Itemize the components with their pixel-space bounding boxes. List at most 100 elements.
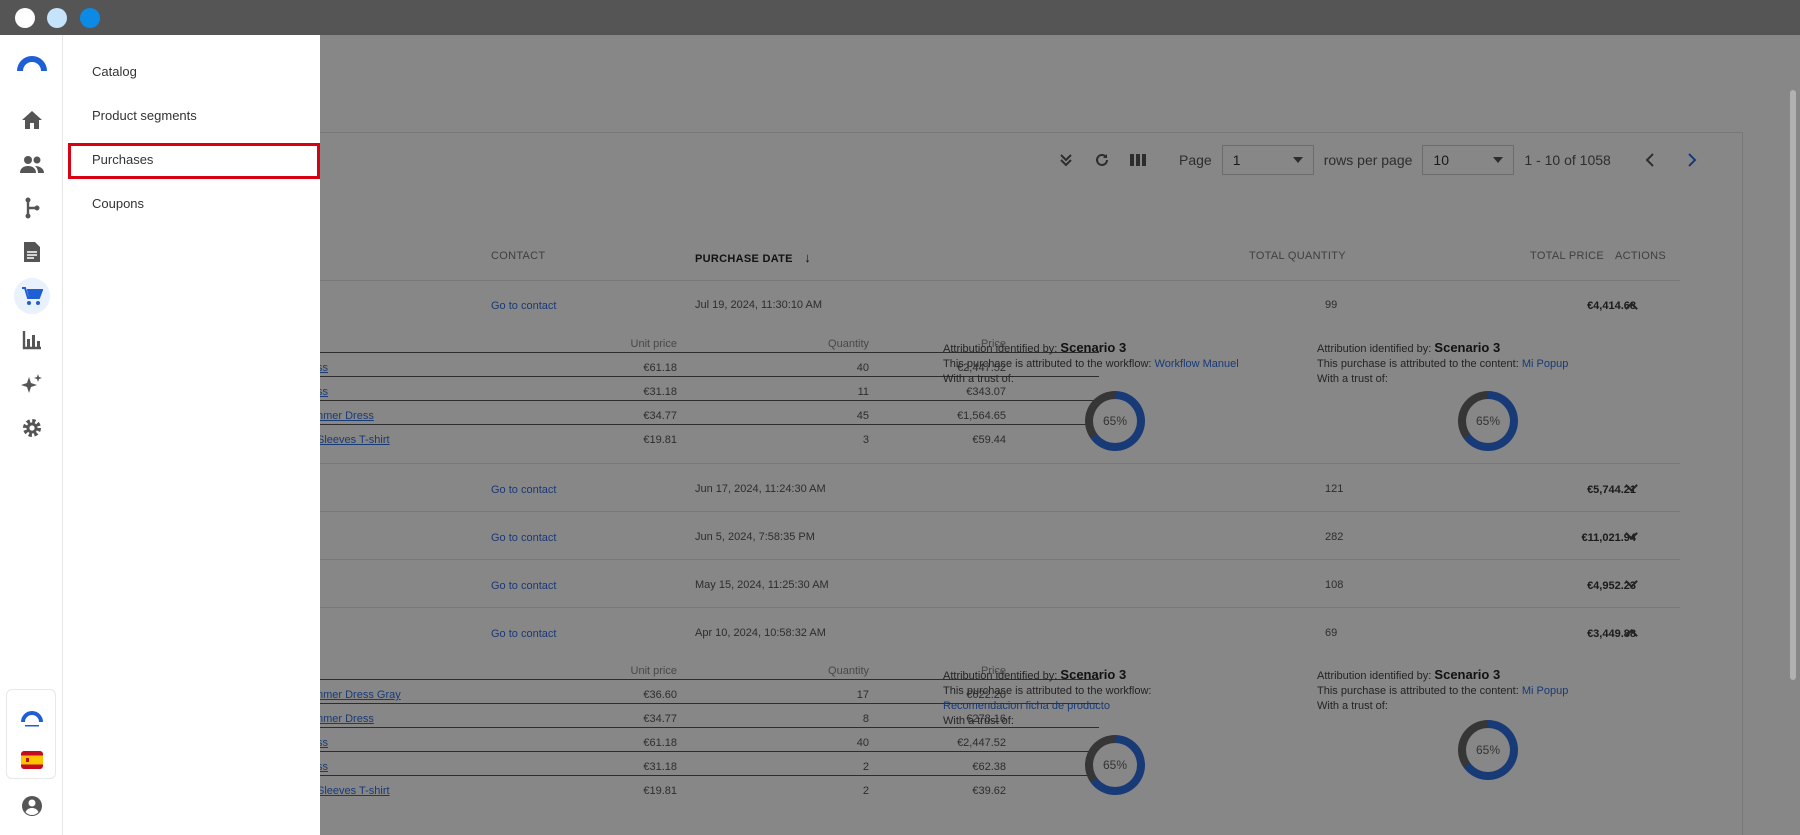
submenu-item-catalog[interactable]: Catalog (92, 64, 137, 79)
unit-price-cell: €19.81 (643, 785, 677, 797)
attribution-workflow: Attribution identified by: Scenario 3 Th… (943, 667, 1203, 729)
pagination-range: 1 - 10 of 1058 (1524, 152, 1611, 168)
content-link[interactable]: Mi Popup (1521, 685, 1569, 697)
prev-page-icon[interactable] (1639, 149, 1661, 171)
total-price-cell: €4,952.23 (1587, 580, 1636, 592)
quantity-header: Quantity (828, 665, 869, 677)
gear-icon[interactable] (16, 412, 48, 444)
cart-icon[interactable] (14, 278, 50, 314)
divider (304, 376, 1099, 377)
table-row[interactable]: Go to contact Jul 19, 2024, 11:30:10 AM … (184, 280, 1680, 328)
price-header: Price (980, 665, 1006, 677)
icon-sidebar (0, 35, 63, 835)
content-link[interactable]: Mi Popup (1521, 358, 1569, 370)
attribution-content: Attribution identified by: Scenario 3 Th… (1317, 667, 1637, 714)
window-maximize-button[interactable] (80, 8, 100, 28)
total-price-cell: €3,449.88 (1587, 628, 1636, 640)
rows-per-page-select[interactable]: 10 (1422, 145, 1515, 175)
total-quantity-cell: 121 (1325, 483, 1344, 495)
column-header-purchase-date[interactable]: PURCHASE DATE ↓ (695, 250, 811, 265)
table-row[interactable]: Go to contact Jun 5, 2024, 7:58:35 PM 28… (184, 511, 1680, 559)
column-header-total-price[interactable]: TOTAL PRICE (1530, 250, 1604, 262)
product-link[interactable]: Sleeves T-shirt (317, 785, 390, 797)
scenario-name: Scenario 3 (1060, 340, 1127, 355)
next-page-icon[interactable] (1681, 149, 1703, 171)
window-minimize-button[interactable] (47, 8, 67, 28)
quantity-cell: 8 (862, 713, 869, 725)
modal-backdrop[interactable] (63, 35, 1800, 835)
unit-price-cell: €34.77 (643, 713, 677, 725)
scenario-name: Scenario 3 (1434, 340, 1501, 355)
total-price-cell: €11,021.94 (1581, 532, 1636, 544)
trust-donut-chart: 65% (1085, 391, 1145, 451)
price-cell: €622.20 (966, 689, 1006, 701)
table-toolbar: Page 1 rows per page 10 1 - 10 of 1058 (1055, 145, 1717, 175)
table-row[interactable]: Go to contact Apr 10, 2024, 10:58:32 AM … (184, 607, 1680, 659)
home-icon[interactable] (16, 104, 48, 136)
quantity-cell: 2 (862, 785, 869, 797)
divider (304, 400, 1099, 401)
price-cell: €1,564.65 (957, 410, 1006, 422)
page-select[interactable]: 1 (1221, 145, 1314, 175)
product-link[interactable]: nmer Dress (317, 410, 374, 422)
workflow-icon[interactable] (16, 192, 48, 224)
window-close-button[interactable] (15, 8, 35, 28)
product-link[interactable]: ss (317, 761, 328, 773)
attribution-text: This purchase is attributed to the conte… (1317, 685, 1519, 697)
quantity-cell: 40 (856, 737, 869, 749)
document-icon[interactable] (16, 236, 48, 268)
rows-per-page-label: rows per page (1323, 152, 1413, 168)
divider (304, 679, 1099, 680)
product-link[interactable]: Sleeves T-shirt (317, 434, 390, 446)
go-to-contact-link[interactable]: Go to contact (491, 580, 557, 592)
go-to-contact-link[interactable]: Go to contact (491, 532, 557, 544)
divider (304, 424, 1099, 425)
trust-donut-chart: 65% (1085, 735, 1145, 795)
go-to-contact-link[interactable]: Go to contact (491, 484, 557, 496)
total-price-cell: €4,414.68 (1587, 300, 1636, 312)
attribution-label: Attribution identified by: (943, 343, 1058, 355)
chart-icon[interactable] (16, 324, 48, 356)
refresh-icon[interactable] (1091, 149, 1113, 171)
quantity-header: Quantity (828, 338, 869, 350)
go-to-contact-link[interactable]: Go to contact (491, 628, 557, 640)
account-icon[interactable] (16, 790, 48, 822)
divider (304, 727, 1099, 728)
workflow-link[interactable]: Recomendacion ficha de producto (943, 700, 1110, 712)
workflow-link[interactable]: Workflow Manuel (1154, 358, 1239, 370)
table-row[interactable]: Go to contact May 15, 2024, 11:25:30 AM … (184, 559, 1680, 607)
brand-badge-icon[interactable] (16, 703, 48, 735)
product-link[interactable]: nmer Dress (317, 713, 374, 725)
trust-label: With a trust of: (1317, 700, 1388, 712)
column-header-total-quantity[interactable]: TOTAL QUANTITY (1249, 250, 1346, 262)
attribution-text: This purchase is attributed to the conte… (1317, 358, 1519, 370)
go-to-contact-link[interactable]: Go to contact (491, 300, 557, 312)
trust-percent: 65% (1475, 414, 1501, 428)
column-header-actions: ACTIONS (1615, 250, 1666, 262)
submenu-item-product-segments[interactable]: Product segments (92, 108, 197, 123)
submenu-item-coupons[interactable]: Coupons (92, 196, 145, 211)
trust-percent: 65% (1102, 414, 1128, 428)
product-link[interactable]: ss (317, 362, 328, 374)
scenario-name: Scenario 3 (1434, 667, 1501, 682)
page-scrollbar[interactable] (1790, 90, 1796, 680)
divider (304, 751, 1099, 752)
chevron-down-icon (1493, 157, 1504, 163)
sparkle-icon[interactable] (16, 368, 48, 400)
unit-price-cell: €31.18 (643, 386, 677, 398)
spain-flag-icon[interactable] (16, 744, 48, 776)
column-header-contact[interactable]: CONTACT (491, 250, 546, 262)
table-row[interactable]: Go to contact Jun 17, 2024, 11:24:30 AM … (184, 463, 1680, 511)
price-cell: €62.38 (972, 761, 1006, 773)
contacts-icon[interactable] (16, 148, 48, 180)
columns-icon[interactable] (1127, 149, 1149, 171)
logo-icon[interactable] (16, 47, 48, 79)
purchase-date-cell: Jun 5, 2024, 7:58:35 PM (695, 531, 815, 543)
product-link[interactable]: ss (317, 737, 328, 749)
selected-item-highlight (68, 143, 320, 179)
collapse-all-icon[interactable] (1055, 149, 1077, 171)
unit-price-cell: €36.60 (643, 689, 677, 701)
submenu-item-purchases[interactable]: Purchases (92, 152, 154, 167)
product-link[interactable]: nmer Dress Gray (317, 689, 401, 701)
product-link[interactable]: ss (317, 386, 328, 398)
